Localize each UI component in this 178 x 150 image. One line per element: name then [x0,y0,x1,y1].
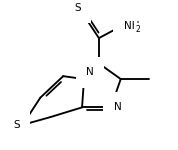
Text: S: S [74,3,81,13]
Text: 2: 2 [136,25,140,34]
Text: NH: NH [124,21,139,31]
Text: N: N [86,67,94,77]
Text: S: S [13,120,20,130]
Text: N: N [114,102,122,112]
